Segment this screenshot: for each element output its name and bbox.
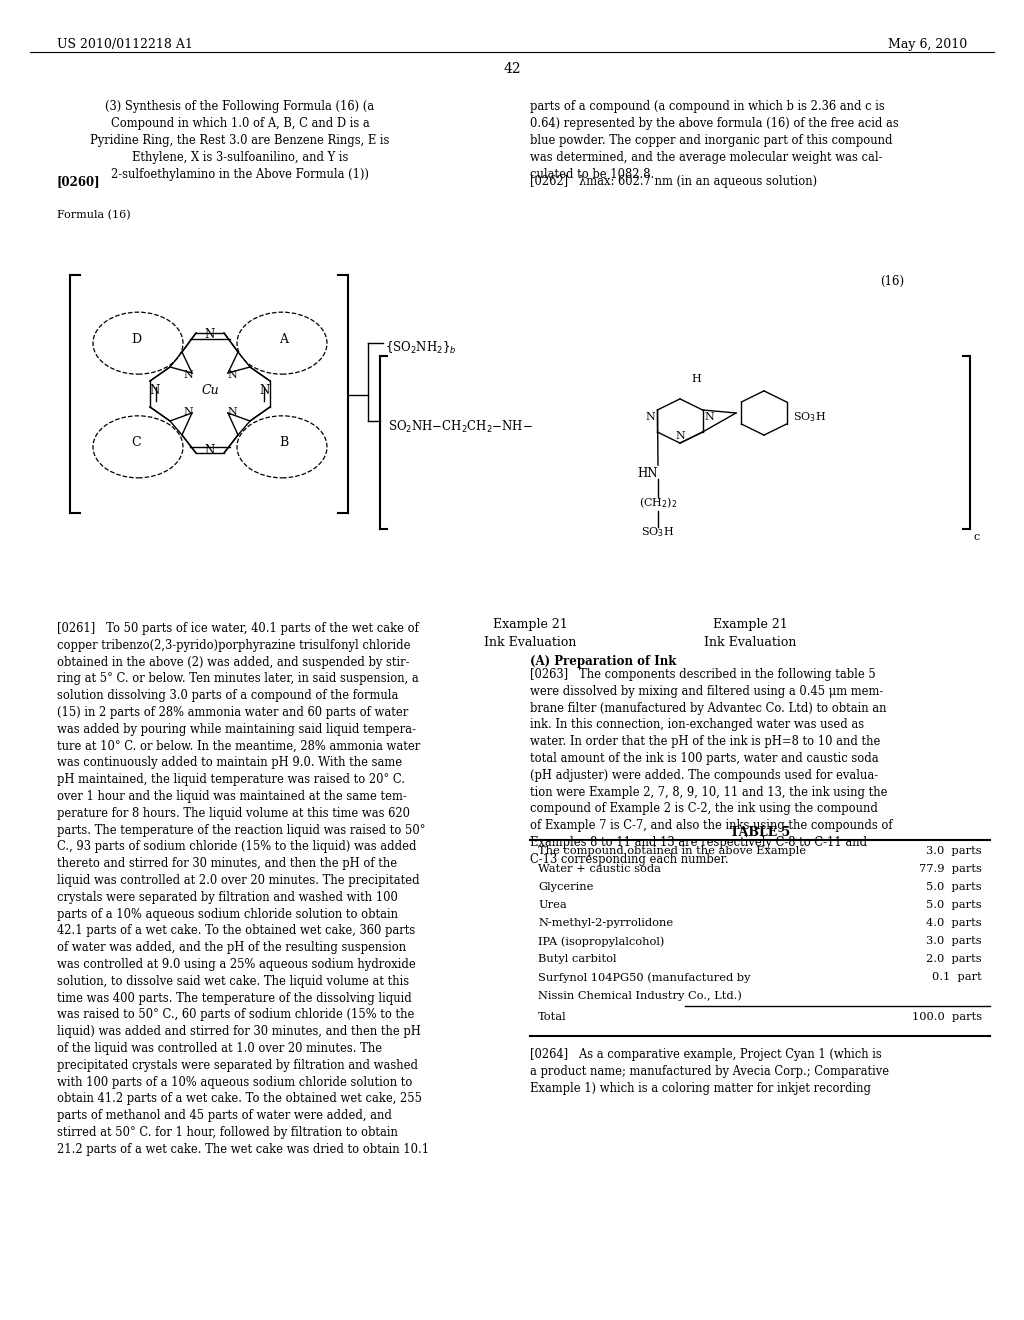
Text: A: A [280,333,289,346]
Text: SO$_2$NH$-$CH$_2$CH$_2$$-$NH$-$: SO$_2$NH$-$CH$_2$CH$_2$$-$NH$-$ [388,418,532,436]
Text: Example 21: Example 21 [713,618,787,631]
Text: Example 21: Example 21 [493,618,567,631]
Text: [0263]   The components described in the following table 5
were dissolved by mix: [0263] The components described in the f… [530,668,893,866]
Text: D: D [131,333,141,346]
Text: $\{$SO$_2$NH$_2\}_b$: $\{$SO$_2$NH$_2\}_b$ [385,341,457,356]
Text: 100.0  parts: 100.0 parts [912,1012,982,1022]
Text: N: N [183,407,193,417]
Text: Butyl carbitol: Butyl carbitol [538,954,616,964]
Text: 3.0  parts: 3.0 parts [927,846,982,855]
Text: Urea: Urea [538,900,566,909]
Text: c: c [974,532,980,543]
Text: N: N [705,412,715,422]
Text: HN: HN [638,467,658,480]
Text: [0261]   To 50 parts of ice water, 40.1 parts of the wet cake of
copper tribenzo: [0261] To 50 parts of ice water, 40.1 pa… [57,622,429,1156]
Text: [0260]: [0260] [57,176,100,187]
Text: The compound obtained in the above Example: The compound obtained in the above Examp… [538,846,806,855]
Text: N: N [260,384,270,397]
Text: Surfynol 104PG50 (manufactured by: Surfynol 104PG50 (manufactured by [538,972,751,982]
Text: 42: 42 [503,62,521,77]
Text: 5.0  parts: 5.0 parts [927,882,982,892]
Text: SO$_3$H: SO$_3$H [641,525,675,539]
Text: [0264]   As a comparative example, Project Cyan 1 (which is
a product name; manu: [0264] As a comparative example, Project… [530,1048,889,1094]
Text: 77.9  parts: 77.9 parts [920,865,982,874]
Text: N: N [646,412,655,422]
Text: Glycerine: Glycerine [538,882,593,892]
Text: N: N [205,329,215,342]
Text: Nissin Chemical Industry Co., Ltd.): Nissin Chemical Industry Co., Ltd.) [538,990,741,1001]
Text: Formula (16): Formula (16) [57,210,131,220]
Text: Ink Evaluation: Ink Evaluation [703,636,797,649]
Text: Cu: Cu [201,384,219,397]
Text: [0262]   λmax: 602.7 nm (in an aqueous solution): [0262] λmax: 602.7 nm (in an aqueous sol… [530,176,817,187]
Text: parts of a compound (a compound in which b is 2.36 and c is
0.64) represented by: parts of a compound (a compound in which… [530,100,899,181]
Text: May 6, 2010: May 6, 2010 [888,38,967,51]
Text: Total: Total [538,1012,566,1022]
Text: IPA (isopropylalcohol): IPA (isopropylalcohol) [538,936,665,946]
Text: N-methyl-2-pyrrolidone: N-methyl-2-pyrrolidone [538,917,673,928]
Text: 4.0  parts: 4.0 parts [927,917,982,928]
Text: (3) Synthesis of the Following Formula (16) (a
Compound in which 1.0 of A, B, C : (3) Synthesis of the Following Formula (… [90,100,390,181]
Text: 0.1  part: 0.1 part [932,972,982,982]
Text: 3.0  parts: 3.0 parts [927,936,982,946]
Text: 2.0  parts: 2.0 parts [927,954,982,964]
Text: N: N [183,370,193,380]
Text: C: C [131,437,141,449]
Text: Ink Evaluation: Ink Evaluation [483,636,577,649]
Text: US 2010/0112218 A1: US 2010/0112218 A1 [57,38,193,51]
Text: B: B [280,437,289,449]
Text: (A) Preparation of Ink: (A) Preparation of Ink [530,655,677,668]
Text: N: N [675,432,685,441]
Text: (16): (16) [880,275,904,288]
Text: H: H [691,374,700,384]
Text: N: N [227,407,237,417]
Text: TABLE 5: TABLE 5 [730,826,791,840]
Text: 5.0  parts: 5.0 parts [927,900,982,909]
Text: Water + caustic soda: Water + caustic soda [538,865,662,874]
Text: N: N [150,384,160,397]
Text: SO$_3$H: SO$_3$H [793,411,826,424]
Text: (CH$_2$)$_2$: (CH$_2$)$_2$ [639,495,677,510]
Text: N: N [205,444,215,457]
Text: N: N [227,370,237,380]
